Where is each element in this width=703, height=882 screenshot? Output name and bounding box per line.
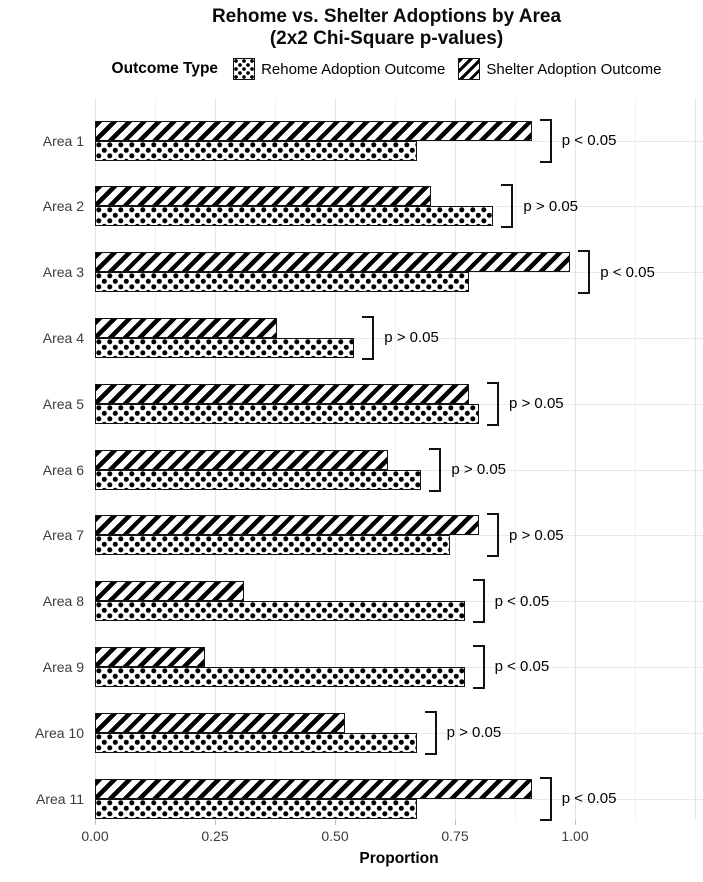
significance-bracket	[472, 644, 485, 689]
bar-shelter	[95, 712, 345, 733]
y-axis-label: Area 8	[42, 593, 84, 610]
gridline-minor	[515, 98, 516, 820]
bar-rehome	[95, 666, 465, 687]
chart-row: Area 11 p < 0.05	[0, 766, 703, 832]
y-axis-label: Area 7	[42, 527, 84, 544]
legend-item-label: Shelter Adoption Outcome	[486, 60, 662, 78]
p-value-label: p < 0.05	[561, 790, 617, 807]
significance-bracket	[578, 250, 591, 295]
gridline-major	[455, 98, 456, 820]
significance-bracket	[472, 579, 485, 624]
chart-row: Area 9 p < 0.05	[0, 634, 703, 700]
chart-row: Area 10 p > 0.05	[0, 700, 703, 766]
x-axis-title: Proportion	[359, 850, 439, 867]
bar-shelter	[95, 515, 479, 536]
p-value-label: p < 0.05	[561, 132, 617, 149]
y-axis-label: Area 11	[36, 790, 84, 807]
chart-row: Area 3 p < 0.05	[0, 239, 703, 305]
p-value-label: p > 0.05	[509, 526, 564, 544]
p-value-label: p > 0.05	[523, 197, 579, 215]
significance-bracket	[487, 513, 499, 558]
legend-swatch-stripes-icon	[458, 58, 481, 80]
x-tick-mark	[95, 820, 96, 825]
x-axis-tick-label: 0.50	[321, 828, 349, 844]
bar-shelter	[95, 383, 470, 404]
legend: Outcome Type Rehome Adoption Outcome She…	[70, 56, 703, 82]
x-tick-mark	[575, 820, 576, 825]
significance-bracket	[539, 776, 552, 821]
bar-shelter	[95, 252, 571, 273]
bar-rehome	[95, 469, 422, 490]
x-tick-mark	[335, 820, 336, 825]
bar-rehome	[95, 798, 417, 819]
bar-rehome	[95, 272, 470, 293]
x-tick-mark	[455, 820, 456, 825]
y-axis-label: Area 4	[42, 329, 84, 346]
bar-shelter	[95, 186, 431, 207]
chart-title: Rehome vs. Shelter Adoptions by Area	[211, 6, 562, 27]
x-axis-tick-label: 0.25	[201, 828, 229, 844]
significance-bracket	[487, 381, 499, 426]
bar-rehome	[95, 732, 417, 753]
bar-shelter	[95, 317, 278, 338]
chart-subtitle: (2x2 Chi-Square p-values)	[269, 28, 504, 49]
p-value-label: p < 0.05	[494, 658, 550, 676]
chart-row: Area 1 p < 0.05	[0, 108, 703, 174]
significance-bracket	[501, 184, 514, 229]
chart-row: Area 6 p > 0.05	[0, 437, 703, 503]
bar-rehome	[95, 206, 494, 227]
x-axis-tick-label: 0.75	[441, 828, 469, 844]
bar-rehome	[95, 140, 417, 161]
y-axis-label: Area 2	[42, 198, 84, 215]
legend-item-rehome: Rehome Adoption Outcome	[233, 58, 445, 80]
chart-row: Area 8 p < 0.05	[0, 568, 703, 634]
bar-rehome	[95, 337, 355, 358]
p-value-label: p > 0.05	[384, 329, 439, 347]
chart-row: Area 2 p > 0.05	[0, 173, 703, 239]
bar-shelter	[95, 778, 532, 799]
x-axis-tick-label: 0.00	[81, 828, 109, 844]
bar-shelter	[95, 581, 244, 602]
significance-bracket	[424, 710, 437, 755]
y-axis-label: Area 6	[42, 461, 84, 478]
legend-item-label: Rehome Adoption Outcome	[261, 60, 446, 78]
y-axis-label: Area 5	[42, 395, 84, 412]
bar-rehome	[95, 535, 451, 556]
y-axis-label: Area 3	[42, 264, 84, 281]
significance-bracket	[539, 118, 552, 163]
x-axis-tick-label: 1.00	[561, 828, 589, 844]
bar-shelter	[95, 646, 206, 667]
y-axis-label: Area 10	[34, 724, 84, 741]
bar-shelter	[95, 120, 532, 141]
gridline-major	[575, 98, 576, 820]
significance-bracket	[362, 315, 375, 360]
bar-rehome	[95, 403, 479, 424]
significance-bracket	[429, 447, 442, 492]
legend-title: Outcome Type	[111, 60, 219, 77]
p-value-label: p > 0.05	[509, 395, 564, 413]
p-value-label: p > 0.05	[446, 724, 502, 742]
gridline-major	[695, 98, 696, 820]
y-axis-label: Area 1	[42, 132, 84, 149]
p-value-label: p < 0.05	[600, 263, 655, 281]
legend-swatch-dots-icon	[233, 58, 256, 80]
legend-item-shelter: Shelter Adoption Outcome	[458, 58, 661, 80]
y-axis-label: Area 9	[42, 658, 84, 675]
gridline-minor	[635, 98, 636, 820]
bar-shelter	[95, 449, 388, 470]
gridline-minor	[395, 98, 396, 820]
chart-row: Area 7 p > 0.05	[0, 502, 703, 568]
bar-rehome	[95, 601, 465, 622]
gridline-major	[95, 337, 703, 339]
p-value-label: p < 0.05	[494, 592, 550, 610]
chart-row: Area 4 p > 0.05	[0, 305, 703, 371]
p-value-label: p > 0.05	[451, 461, 507, 478]
chart-row: Area 5 p > 0.05	[0, 371, 703, 437]
x-tick-mark	[215, 820, 216, 825]
